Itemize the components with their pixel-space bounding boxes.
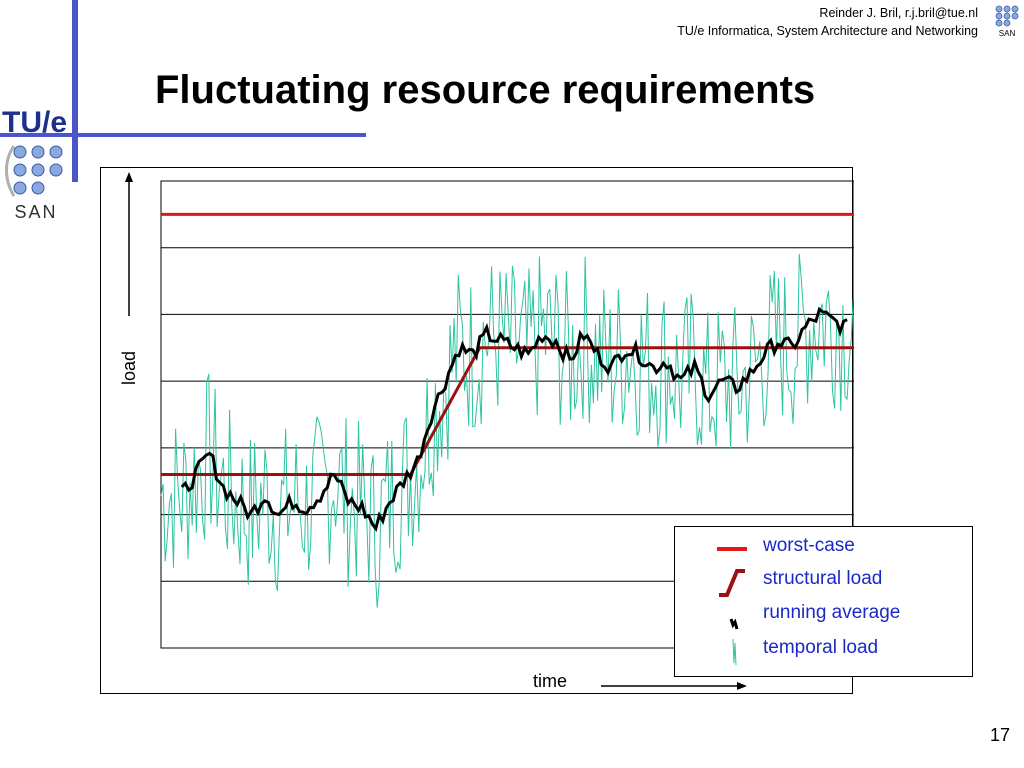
y-axis-label: load (119, 351, 139, 385)
running-average-swatch (729, 618, 739, 630)
legend-label-worst-case: worst-case (763, 535, 855, 556)
running-average-line (180, 306, 848, 532)
plot-area (160, 180, 854, 649)
slide-title: Fluctuating resource requirements (155, 68, 816, 112)
structural-load-swatch (719, 569, 745, 597)
legend-item-temporal-load: temporal load (675, 633, 972, 667)
accent-bar-horizontal (0, 133, 366, 137)
affiliation-line: TU/e Informatica, System Architecture an… (677, 24, 978, 38)
legend-label-structural-load: structural load (763, 568, 883, 589)
san-small-logo: SAN (995, 5, 1019, 38)
x-axis-arrowhead (737, 682, 747, 690)
x-axis-label: time (533, 671, 567, 691)
san-small-text: SAN (999, 29, 1016, 38)
legend-item-running-average: running average (675, 599, 972, 633)
author-line: Reinder J. Bril, r.j.bril@tue.nl (819, 6, 978, 20)
tue-san-logo: TU/e SAN (2, 106, 67, 222)
legend-label-running-average: running average (763, 602, 901, 623)
chart-legend: worst-case structural load running avera… (674, 526, 973, 677)
legend-item-structural-load: structural load (675, 565, 972, 599)
worst-case-swatch (717, 547, 747, 551)
structural-load-line (161, 346, 854, 477)
san-logo-text: SAN (14, 202, 57, 222)
tue-logo-text: TU/e (2, 106, 67, 139)
header-author-block: Reinder J. Bril, r.j.bril@tue.nl TU/e In… (677, 4, 978, 40)
legend-label-temporal-load: temporal load (763, 637, 879, 658)
page-number: 17 (989, 725, 1010, 745)
accent-bar-vertical (72, 0, 78, 182)
legend-item-worst-case: worst-case (675, 531, 972, 565)
chart-svg: load time (119, 172, 854, 691)
temporal-load-swatch (732, 638, 737, 666)
y-axis-arrowhead (125, 172, 133, 182)
